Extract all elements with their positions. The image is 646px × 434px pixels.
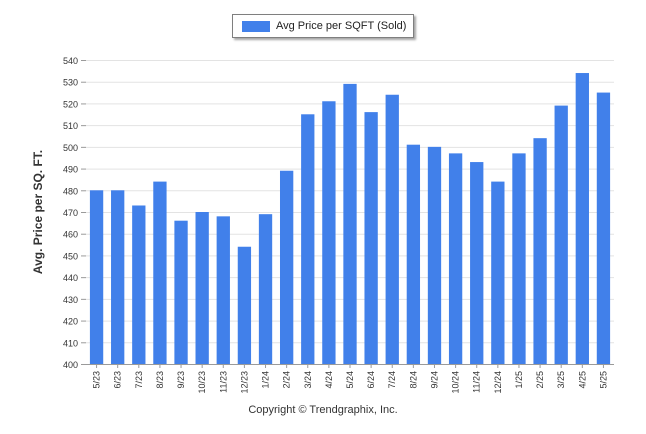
x-tick-label: 5/24: [345, 371, 355, 389]
x-tick-label: 11/24: [472, 371, 482, 393]
y-tick-label: 440: [63, 273, 78, 283]
x-tick-label: 8/24: [408, 371, 418, 389]
y-tick-label: 450: [63, 251, 78, 261]
bar-11-24[interactable]: [470, 162, 484, 364]
x-tick-label: 7/23: [134, 371, 144, 389]
bar-1-25[interactable]: [512, 153, 526, 364]
y-tick-label: 500: [63, 143, 78, 153]
y-tick-label: 470: [63, 208, 78, 218]
bar-2-25[interactable]: [533, 138, 547, 364]
bar-5-23[interactable]: [89, 190, 104, 364]
y-tick-label: 460: [63, 230, 78, 240]
bar-layer: [89, 73, 611, 365]
x-tick-label: 10/24: [451, 371, 461, 394]
y-tick-label: 410: [63, 338, 78, 348]
y-tick-label: 540: [63, 56, 78, 66]
bar-11-23[interactable]: [216, 216, 230, 364]
bar-9-23[interactable]: [174, 220, 188, 364]
x-tick-label: 1/24: [261, 371, 271, 389]
legend-swatch: [242, 21, 270, 32]
y-tick-label: 480: [63, 186, 78, 196]
x-tick-label: 3/25: [556, 371, 566, 389]
bar-12-24[interactable]: [491, 181, 505, 364]
bar-5-24[interactable]: [343, 83, 357, 364]
bar-3-24[interactable]: [301, 114, 315, 364]
bar-4-25[interactable]: [575, 73, 589, 364]
bar-6-23[interactable]: [111, 190, 125, 364]
bar-3-25[interactable]: [554, 105, 568, 364]
x-tick-label: 12/23: [239, 371, 249, 394]
x-tick-label: 8/23: [155, 371, 165, 389]
bar-4-24[interactable]: [322, 101, 336, 364]
bar-8-24[interactable]: [406, 144, 421, 364]
bar-9-24[interactable]: [427, 146, 442, 364]
x-tick-label: 5/25: [598, 371, 608, 389]
y-tick-label: 400: [63, 360, 78, 370]
bar-2-24[interactable]: [279, 170, 294, 364]
x-tick-label: 9/23: [176, 371, 186, 389]
bar-12-23[interactable]: [237, 246, 252, 364]
x-tick-label: 4/25: [577, 371, 587, 389]
x-tick-label: 5/23: [92, 371, 102, 389]
y-tick-labels: 400 410 420 430 440 450 460 470 480 490 500 510 520 5…: [63, 56, 78, 370]
bar-6-24[interactable]: [364, 112, 378, 364]
legend-label: Avg Price per SQFT (Sold): [276, 20, 407, 32]
copyright-footer: Copyright © Trendgraphix, Inc.: [248, 404, 398, 416]
axis-layer: [81, 60, 614, 368]
bar-7-24[interactable]: [385, 94, 399, 365]
x-tick-label: 7/24: [387, 371, 397, 389]
x-tick-label: 4/24: [324, 371, 334, 389]
x-tick-label: 10/23: [197, 371, 207, 394]
x-tick-labels: 5/23 6/23 7/23 8/23 9/23 10/23 11/23 12/23 1/24 2…: [92, 371, 609, 394]
x-tick-label: 6/24: [366, 371, 376, 389]
bar-10-23[interactable]: [195, 212, 209, 364]
bar-10-24[interactable]: [448, 153, 463, 364]
bar-1-24[interactable]: [258, 214, 273, 364]
x-tick-label: 3/24: [303, 371, 313, 389]
y-tick-label: 490: [63, 165, 78, 175]
y-tick-label: 430: [63, 295, 78, 305]
y-tick-label: 520: [63, 99, 78, 109]
bar-5-25[interactable]: [596, 92, 611, 364]
x-tick-label: 9/24: [429, 371, 439, 389]
x-tick-label: 12/24: [493, 371, 503, 394]
legend: Avg Price per SQFT (Sold): [232, 14, 414, 38]
bar-7-23[interactable]: [132, 205, 146, 364]
bar-8-23[interactable]: [153, 181, 167, 364]
y-tick-label: 420: [63, 317, 78, 327]
x-tick-label: 2/25: [535, 371, 545, 389]
y-tick-label: 530: [63, 78, 78, 88]
x-tick-label: 1/25: [514, 371, 524, 389]
x-tick-label: 2/24: [282, 371, 292, 389]
y-tick-label: 510: [63, 121, 78, 131]
x-tick-label: 11/23: [218, 371, 228, 393]
x-tick-label: 6/23: [113, 371, 123, 389]
